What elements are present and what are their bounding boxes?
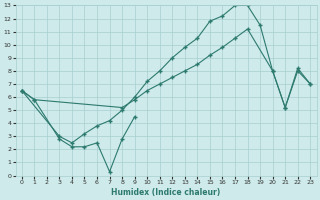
- X-axis label: Humidex (Indice chaleur): Humidex (Indice chaleur): [111, 188, 221, 197]
